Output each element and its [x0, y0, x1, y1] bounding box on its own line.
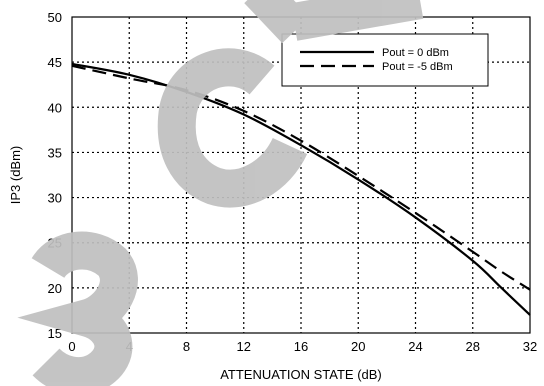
- y-tick-35: 35: [48, 145, 62, 160]
- x-tick-24: 24: [408, 339, 422, 354]
- legend-label-pout-minus5dbm: Pout = -5 dBm: [382, 61, 453, 73]
- legend: Pout = 0 dBm Pout = -5 dBm: [281, 33, 489, 87]
- x-axis-label: ATTENUATION STATE (dB): [220, 367, 382, 382]
- legend-box: [281, 33, 489, 87]
- obsolete-watermark: [17, 0, 424, 386]
- y-tick-50: 50: [48, 10, 62, 25]
- legend-label-pout-0dbm: Pout = 0 dBm: [382, 47, 449, 59]
- x-tick-12: 12: [237, 339, 251, 354]
- y-tick-45: 45: [48, 55, 62, 70]
- x-tick-32: 32: [523, 339, 537, 354]
- x-tick-0: 0: [68, 339, 75, 354]
- y-tick-15: 15: [48, 326, 62, 341]
- y-axis-label: IP3 (dBm): [8, 146, 23, 205]
- x-tick-28: 28: [466, 339, 480, 354]
- x-tick-20: 20: [351, 339, 365, 354]
- x-tick-labels: 0 4 8 12 16 20 24 28 32: [68, 339, 537, 354]
- x-tick-8: 8: [183, 339, 190, 354]
- y-tick-30: 30: [48, 191, 62, 206]
- series-lines: [71, 62, 531, 316]
- y-tick-40: 40: [48, 100, 62, 115]
- series-line-1: [71, 64, 531, 291]
- x-tick-16: 16: [294, 339, 308, 354]
- y-tick-20: 20: [48, 281, 62, 296]
